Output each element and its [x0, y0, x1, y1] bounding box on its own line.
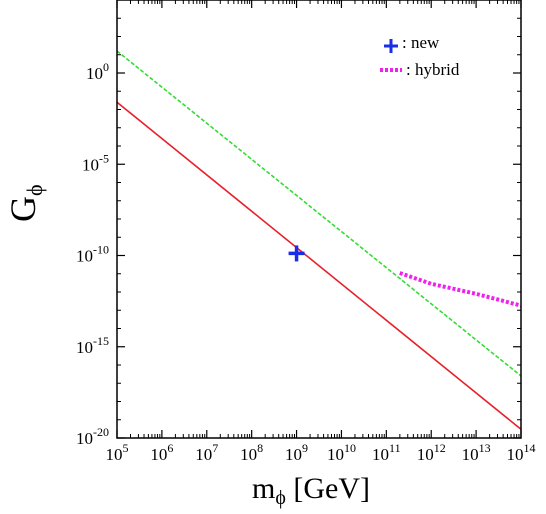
axis-ticks: [116, 0, 522, 439]
plot-frame: [116, 0, 522, 439]
y-axis-title: Gϕ: [3, 184, 47, 222]
x-tick-label: 107: [195, 441, 218, 464]
y-axis-title-main: G: [3, 196, 43, 222]
x-axis-title: mϕ [GeV]: [252, 472, 370, 509]
y-tick-label: 10-5: [82, 151, 109, 174]
y-tick-label: 10-10: [76, 243, 109, 266]
y-tick-label: 100: [86, 60, 109, 83]
legend-new-label: : new: [402, 33, 440, 52]
data-point-new: [288, 245, 305, 262]
series-lines: [116, 50, 522, 430]
tick-labels: 105 106 107 108 109 1010 1011 1012 1013 1014 100 10…: [76, 60, 536, 464]
x-tick-label: 105: [106, 441, 129, 464]
x-axis-title-main: m: [252, 472, 275, 505]
x-tick-label: 1010: [327, 441, 356, 464]
series-line-green-dashed: [116, 50, 522, 377]
legend: : new : hybrid: [380, 33, 460, 79]
data-points: [288, 245, 305, 262]
x-axis-title-sub: ϕ: [275, 487, 286, 509]
x-axis-title-unit: [GeV]: [286, 472, 370, 505]
x-tick-label: 109: [285, 441, 308, 464]
series-line-hybrid: [399, 271, 522, 308]
x-tick-label: 108: [240, 441, 263, 464]
x-tick-label: 1013: [462, 441, 491, 464]
x-tick-label: 106: [150, 441, 173, 464]
x-tick-label: 1011: [372, 441, 401, 464]
y-tick-label: 10-20: [76, 425, 109, 448]
legend-hybrid-label: : hybrid: [406, 60, 460, 79]
y-axis-title-sub: ϕ: [22, 184, 47, 196]
series-line-red-solid: [116, 101, 522, 430]
x-tick-label: 1014: [507, 441, 536, 464]
y-tick-label: 10-15: [76, 334, 109, 357]
x-tick-label: 1012: [417, 441, 446, 464]
